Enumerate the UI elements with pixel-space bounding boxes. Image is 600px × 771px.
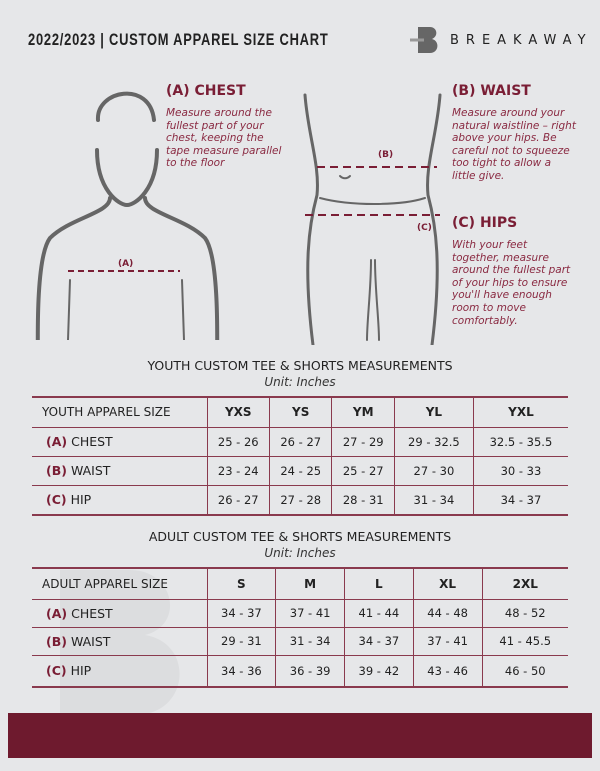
brand-name: BREAKAWAY <box>450 33 593 48</box>
hip-marker: (C) <box>417 223 432 233</box>
header-cell: S <box>206 567 277 600</box>
table-row: (C) HIP 26 - 27 27 - 28 28 - 31 31 - 34 34 -… <box>32 484 568 516</box>
hips-heading: (C) HIPS <box>452 215 518 231</box>
header-cell: YS <box>268 396 333 428</box>
waist-marker: (B) <box>378 150 393 160</box>
row-label: (A) CHEST <box>32 426 208 457</box>
hips-description: With your feet together, measure around … <box>452 239 571 327</box>
header-cell: YM <box>331 396 395 428</box>
row-label: (B) WAIST <box>32 455 208 486</box>
chest-description: Measure around the fullest part of your … <box>166 107 282 170</box>
youth-size-table: YOUTH APPAREL SIZE YXS YS YM YL YXL (A) … <box>32 396 568 516</box>
adult-size-table: ADULT APPAREL SIZE S M L XL 2XL (A) CHES… <box>32 567 568 688</box>
header-cell: 2XL <box>481 567 568 600</box>
header-cell: L <box>344 567 414 600</box>
row-label: (C) HIP <box>32 484 208 516</box>
page-title: 2022/2023 | CUSTOM APPAREL SIZE CHART <box>28 30 329 49</box>
waist-description: Measure around your natural waistline – … <box>452 107 576 182</box>
adult-unit: Unit: Inches <box>264 546 336 560</box>
header-cell: ADULT APPAREL SIZE <box>32 567 208 600</box>
row-label: (A) CHEST <box>32 598 208 628</box>
header-cell: YOUTH APPAREL SIZE <box>32 396 208 428</box>
breakaway-logo-icon <box>410 27 438 53</box>
table-row: (B) WAIST 29 - 31 31 - 34 34 - 37 37 - 41 41… <box>32 626 568 656</box>
chest-heading: (A) CHEST <box>166 83 246 99</box>
table-header-row: ADULT APPAREL SIZE S M L XL 2XL <box>32 567 568 600</box>
youth-unit: Unit: Inches <box>264 375 336 389</box>
table-header-row: YOUTH APPAREL SIZE YXS YS YM YL YXL <box>32 396 568 428</box>
footer-bar <box>8 713 592 758</box>
row-label: (C) HIP <box>32 654 208 688</box>
youth-table-title: YOUTH CUSTOM TEE & SHORTS MEASUREMENTS <box>147 358 453 373</box>
header-cell: YXL <box>472 396 568 428</box>
chest-marker: (A) <box>118 259 133 269</box>
header-cell: YL <box>393 396 474 428</box>
header-cell: XL <box>412 567 483 600</box>
chest-figure-illustration: (A) <box>35 91 220 340</box>
header-cell: YXS <box>206 396 270 428</box>
adult-table-title: ADULT CUSTOM TEE & SHORTS MEASUREMENTS <box>148 529 452 544</box>
row-label: (B) WAIST <box>32 626 208 656</box>
waist-heading: (B) WAIST <box>452 83 531 99</box>
header-cell: M <box>275 567 345 600</box>
table-row: (A) CHEST 25 - 26 26 - 27 27 - 29 29 - 32.5… <box>32 426 568 457</box>
waist-hip-figure-illustration: (B) (C) <box>303 93 442 345</box>
table-row: (B) WAIST 23 - 24 24 - 25 25 - 27 27 - 30 30… <box>32 455 568 486</box>
table-row: (A) CHEST 34 - 37 37 - 41 41 - 44 44 - 48 48… <box>32 598 568 628</box>
table-row: (C) HIP 34 - 36 36 - 39 39 - 42 43 - 46 46 -… <box>32 654 568 688</box>
